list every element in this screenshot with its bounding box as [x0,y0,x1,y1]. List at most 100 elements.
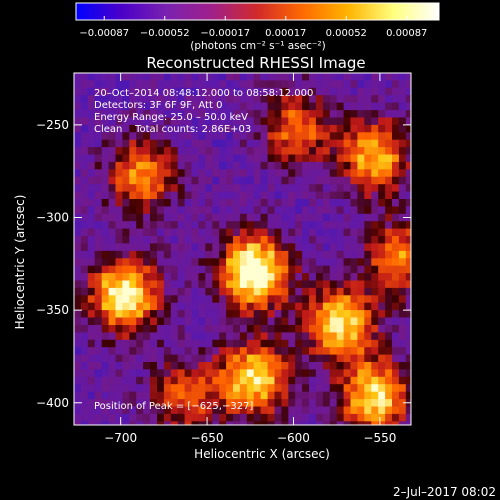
heatmap-cell [122,147,130,156]
heatmap-cell [350,124,358,133]
heatmap-cell [198,391,206,400]
heatmap-cell [371,154,379,163]
heatmap-cell [205,176,213,185]
heatmap-cell [80,295,89,304]
heatmap-cell [239,421,248,425]
heatmap-cell [108,354,117,363]
heatmap-cell [274,191,282,200]
heatmap-cell [288,280,296,289]
heatmap-cell [233,191,241,200]
heatmap-cell [309,124,317,133]
heatmap-cell [274,117,282,126]
heatmap-cell [398,236,407,244]
heatmap-cell [94,110,103,119]
heatmap-cell [219,413,227,422]
heatmap-cell [329,354,338,363]
heatmap-cell [177,228,186,237]
heatmap-cell [101,287,110,296]
heatmap-cell [274,124,282,133]
heatmap-cell [170,73,179,81]
heatmap-cell [212,369,220,378]
heatmap-cell [392,124,400,133]
heatmap-cell [295,325,303,333]
heatmap-cell [253,362,262,370]
heatmap-cell [329,236,338,244]
heatmap-cell [87,376,96,385]
heatmap-cell [392,295,400,304]
heatmap-cell [80,369,89,378]
heatmap-cell [219,354,227,363]
heatmap-cell [392,369,400,378]
heatmap-cell [205,221,213,230]
heatmap-cell [136,347,144,356]
heatmap-cell [260,191,269,200]
heatmap-cell [392,399,400,408]
heatmap-cell [184,191,193,200]
heatmap-cell [157,184,165,193]
heatmap-cell [122,273,130,282]
heatmap-cell [364,273,372,282]
heatmap-cell [302,73,310,81]
heatmap-cell [143,391,151,400]
heatmap-cell [253,258,262,267]
heatmap-cell [405,191,411,200]
heatmap-cell [101,384,110,393]
heatmap-cell [101,228,110,237]
heatmap-cell [267,369,276,378]
heatmap-cell [198,384,206,393]
heatmap-cell [177,354,186,363]
heatmap-cell [267,332,276,341]
heatmap-cell [239,310,248,319]
chart-title: Reconstructed RHESSI Image [146,54,365,72]
heatmap-cell [150,124,158,133]
heatmap-cell [343,132,352,141]
heatmap-cell [315,391,324,400]
heatmap-cell [163,384,172,393]
heatmap-cell [191,406,199,415]
heatmap-cell [205,191,213,200]
heatmap-cell [315,95,324,104]
heatmap-cell [233,317,241,326]
heatmap-cell [198,228,206,237]
heatmap-cell [108,102,117,111]
heatmap-cell [177,295,186,304]
heatmap-cell [184,87,193,96]
heatmap-cell [274,325,282,333]
heatmap-cell [233,384,241,393]
heatmap-cell [184,132,193,141]
heatmap-cell [219,191,227,200]
heatmap-cell [364,236,372,244]
heatmap-cell [398,406,407,415]
heatmap-cell [205,110,213,119]
heatmap-cell [274,265,282,274]
heatmap-cell [357,161,365,170]
heatmap-cell [129,258,137,267]
heatmap-cell [392,280,400,289]
heatmap-cell [198,139,206,148]
heatmap-cell [136,191,144,200]
heatmap-cell [143,421,151,425]
heatmap-cell [405,413,411,422]
heatmap-cell [170,110,179,119]
heatmap-cell [357,376,365,385]
heatmap-cell [239,124,248,133]
heatmap-cell [329,110,338,119]
heatmap-cell [219,265,227,274]
heatmap-cell [378,184,386,193]
heatmap-cell [267,413,276,422]
heatmap-cell [157,362,165,370]
heatmap-cell [136,339,144,348]
heatmap-cell [177,154,186,163]
heatmap-cell [94,236,103,244]
heatmap-cell [143,369,151,378]
heatmap-cell [150,95,158,104]
heatmap-cell [309,362,317,370]
heatmap-cell [281,221,289,230]
heatmap-cell [350,421,358,425]
heatmap-cell [87,117,96,126]
colorbar-tick-label: 0.00052 [326,28,367,39]
heatmap-cell [80,310,89,319]
heatmap-cell [177,176,186,185]
heatmap-cell [157,339,165,348]
heatmap-cell [163,206,172,215]
